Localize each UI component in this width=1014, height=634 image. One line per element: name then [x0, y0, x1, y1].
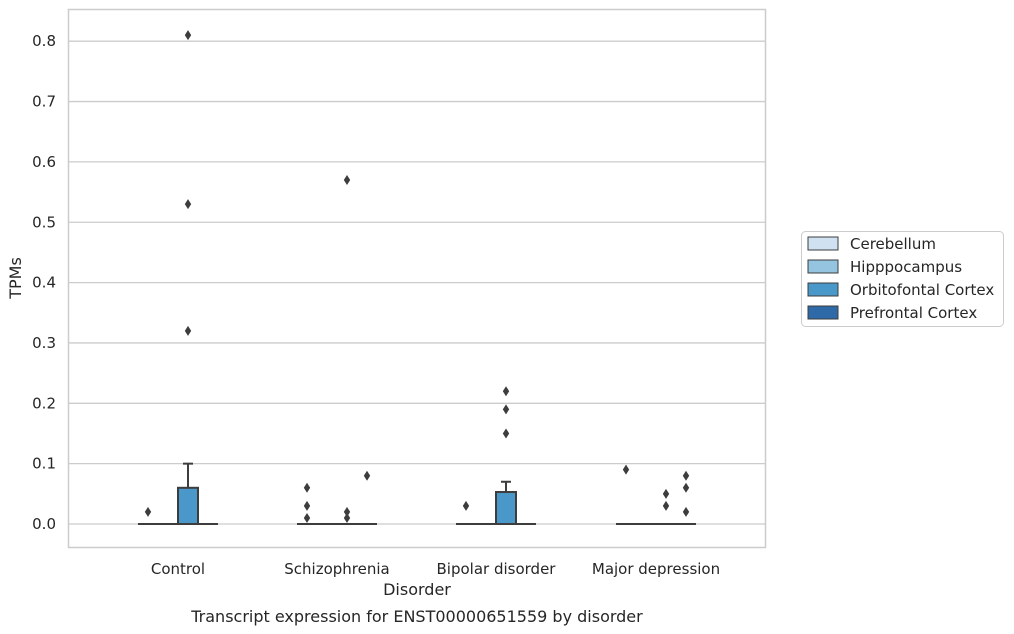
legend-label: Hipppocampus — [850, 258, 962, 276]
y-tick-label: 0.4 — [32, 274, 56, 292]
x-tick-label: Major depression — [592, 560, 720, 578]
outlier-point — [343, 506, 351, 517]
y-tick-label: 0.5 — [32, 213, 56, 231]
y-tick-label: 0.7 — [32, 93, 56, 111]
outlier-point — [363, 470, 371, 481]
outlier-point — [303, 482, 311, 493]
gridlines — [68, 40, 766, 525]
outlier-point — [502, 386, 510, 397]
y-axis-title: TPMs — [6, 257, 25, 300]
legend-swatch — [807, 305, 839, 320]
y-tick-label: 0.1 — [32, 455, 56, 473]
outlier-point — [343, 175, 351, 186]
outlier-point — [662, 500, 670, 511]
outlier-point — [184, 30, 192, 41]
x-tick-labels: Control Schizophrenia Bipolar disorder Majo… — [151, 560, 720, 578]
chart-caption: Transcript expression for ENST0000065155… — [190, 607, 643, 626]
outlier-point — [502, 404, 510, 415]
outlier-point — [303, 512, 311, 523]
x-tick-label: Control — [151, 560, 205, 578]
box — [495, 491, 517, 525]
outlier-point — [343, 512, 351, 523]
legend-frame — [801, 231, 1004, 327]
y-tick-label: 0.2 — [32, 394, 56, 412]
legend-swatch — [807, 282, 839, 297]
outlier-point — [184, 325, 192, 336]
legend-label: Prefrontal Cortex — [850, 304, 977, 322]
x-tick-label: Bipolar disorder — [437, 560, 557, 578]
legend-label: Cerebellum — [850, 235, 936, 253]
outlier-point — [622, 464, 630, 475]
outlier-point — [682, 482, 690, 493]
series-cerebellum — [138, 464, 636, 525]
legend-swatch — [807, 259, 839, 274]
series-prefrontal-cortex — [198, 470, 696, 525]
y-tick-label: 0.3 — [32, 334, 56, 352]
outlier-point — [502, 428, 510, 439]
y-tick-label: 0.0 — [32, 515, 56, 533]
x-axis-title: Disorder — [383, 580, 451, 599]
y-tick-label: 0.6 — [32, 153, 56, 171]
series-orbitofontal-cortex — [177, 30, 676, 526]
box-series — [138, 30, 696, 526]
legend-swatch — [807, 236, 839, 251]
outlier-point — [144, 506, 152, 517]
y-tick-label: 0.8 — [32, 32, 56, 50]
x-tick-label: Schizophrenia — [284, 560, 389, 578]
outlier-point — [682, 470, 690, 481]
outlier-point — [184, 199, 192, 210]
y-tick-labels: 0.0 0.1 0.2 0.3 0.4 0.5 0.6 0.7 0.8 — [32, 32, 56, 533]
box — [177, 486, 199, 526]
plot-frame — [67, 8, 767, 549]
outlier-point — [462, 500, 470, 511]
legend: Cerebellum Hipppocampus Orbitofontal Corte… — [801, 231, 1004, 327]
outlier-point — [662, 488, 670, 499]
outlier-point — [303, 500, 311, 511]
legend-label: Orbitofontal Cortex — [850, 281, 994, 299]
outlier-point — [682, 506, 690, 517]
